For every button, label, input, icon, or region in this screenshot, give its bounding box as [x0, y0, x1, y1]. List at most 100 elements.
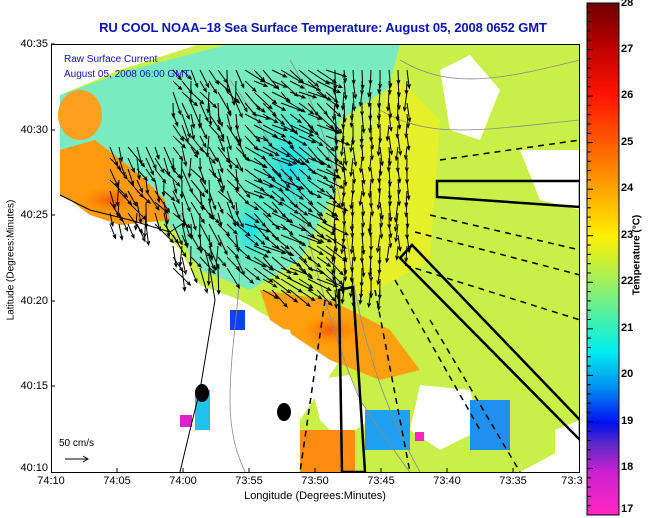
current-vector-head	[234, 254, 240, 259]
current-vector	[403, 91, 408, 111]
current-vector-head	[278, 201, 284, 206]
current-vector	[244, 91, 261, 111]
colorbar	[586, 2, 620, 516]
current-vector	[127, 223, 135, 239]
current-vector-head	[271, 176, 276, 182]
current-vector	[298, 113, 314, 130]
current-vector-head	[299, 84, 305, 89]
current-vector	[253, 102, 266, 113]
current-vector-head	[179, 175, 184, 181]
current-vector-head	[361, 179, 366, 185]
current-vector-head	[177, 75, 182, 81]
current-vector	[271, 190, 285, 202]
current-vector	[298, 135, 316, 144]
current-vector-head	[368, 203, 374, 209]
current-vector	[154, 212, 161, 231]
current-vector	[369, 157, 372, 172]
current-vector-head	[175, 199, 180, 205]
current-vector	[190, 69, 199, 88]
current-vector	[361, 179, 365, 197]
current-vector	[136, 223, 146, 242]
current-vector	[361, 234, 365, 254]
colorbar-tick-label: 24	[621, 182, 634, 195]
current-vector	[172, 135, 186, 149]
station-marker	[195, 384, 209, 402]
current-vector-head	[155, 205, 160, 211]
current-vector	[378, 102, 381, 120]
current-vector-head	[388, 233, 393, 239]
current-vector	[154, 190, 170, 213]
current-vector-head	[290, 128, 296, 133]
current-vector	[316, 102, 328, 115]
current-vector	[397, 168, 401, 183]
current-vector-head	[223, 250, 228, 256]
current-vector-head	[323, 110, 329, 116]
current-vector-head	[325, 156, 330, 162]
current-vector	[406, 113, 409, 128]
current-vector-head	[240, 83, 245, 89]
current-vector-head	[272, 283, 278, 288]
current-vector	[280, 223, 294, 236]
current-vector	[334, 234, 337, 252]
current-vector	[388, 113, 392, 131]
current-vector-head	[255, 137, 261, 143]
current-vector	[351, 234, 354, 254]
y-tick-label: 40:10	[20, 462, 48, 474]
current-vector	[136, 179, 143, 193]
current-vector-head	[262, 163, 268, 169]
current-vector-head	[403, 154, 408, 161]
current-vector	[350, 190, 354, 209]
current-vector-head	[138, 159, 143, 166]
current-vector	[118, 212, 129, 231]
current-vector-head	[352, 106, 357, 112]
current-vector-head	[268, 183, 274, 188]
current-vector-head	[194, 150, 200, 155]
current-vector	[145, 190, 160, 211]
current-vector	[262, 135, 273, 148]
current-vector	[136, 157, 140, 180]
current-vector-head	[193, 153, 199, 159]
current-vector-head	[136, 175, 141, 181]
current-vector	[181, 256, 187, 275]
current-vector-head	[269, 194, 275, 199]
current-vector-head	[334, 168, 339, 174]
current-vector-head	[404, 257, 409, 263]
current-vector	[325, 201, 348, 212]
current-vector	[154, 223, 174, 243]
current-vector-head	[219, 122, 223, 128]
current-vector	[280, 267, 298, 275]
current-vector	[118, 168, 128, 180]
current-vector-head	[349, 292, 354, 299]
current-vector-head	[331, 212, 336, 219]
current-vector	[280, 289, 298, 303]
current-vector-head	[303, 211, 309, 216]
current-vector	[307, 146, 324, 165]
current-vector	[394, 212, 399, 231]
current-vector	[181, 201, 185, 227]
current-vector-head	[296, 186, 302, 192]
current-vector	[235, 190, 250, 205]
current-vector	[388, 69, 392, 88]
current-vector	[199, 80, 207, 92]
current-vector-head	[318, 142, 324, 147]
current-vector-head	[377, 188, 382, 194]
current-vector	[181, 146, 187, 166]
current-vector-head	[157, 226, 162, 232]
current-vector	[406, 179, 410, 200]
current-vector	[341, 190, 345, 207]
current-vector-head	[123, 174, 128, 180]
current-vector-head	[395, 133, 400, 139]
current-vector	[199, 179, 209, 194]
current-vector-head	[332, 177, 337, 183]
current-vector	[217, 168, 225, 190]
current-vector	[343, 102, 346, 123]
current-vector	[280, 102, 302, 112]
current-vector	[307, 278, 332, 291]
current-vector-head	[336, 89, 342, 94]
x-tick-label: 73:3	[561, 475, 583, 487]
current-vector-head	[376, 204, 381, 211]
current-vector	[244, 212, 260, 224]
current-vector	[271, 234, 290, 250]
current-vector-head	[300, 227, 307, 231]
